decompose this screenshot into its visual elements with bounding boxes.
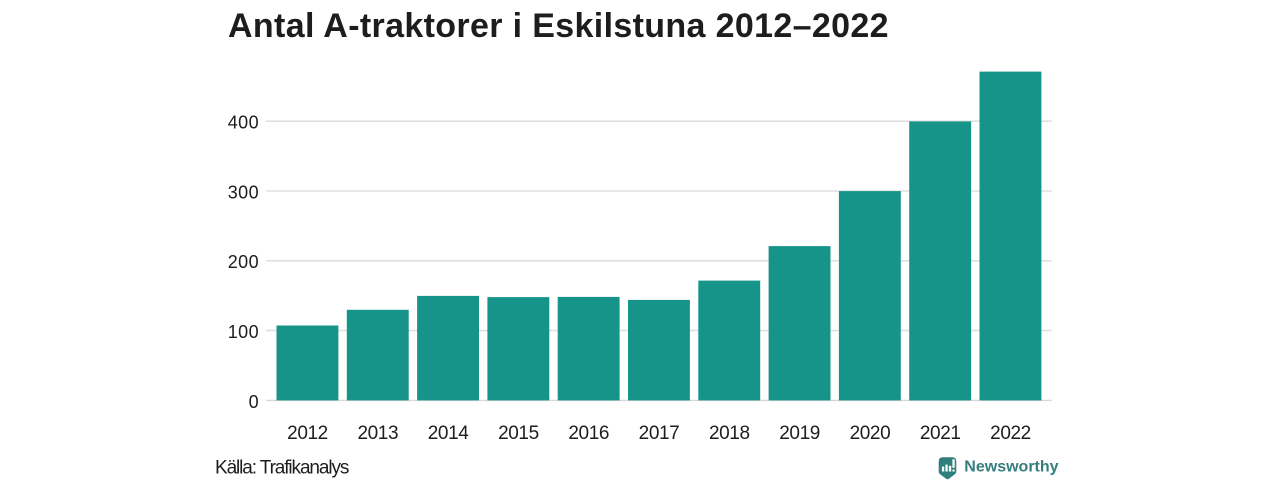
svg-text:2016: 2016	[568, 423, 609, 444]
svg-text:Antal A-traktorer i Eskilstuna: Antal A-traktorer i Eskilstuna 2012–2022	[228, 7, 889, 45]
svg-text:200: 200	[228, 252, 259, 272]
svg-text:2018: 2018	[709, 423, 750, 444]
svg-text:2022: 2022	[990, 423, 1031, 444]
svg-text:0: 0	[249, 392, 259, 412]
svg-text:2013: 2013	[357, 423, 398, 444]
svg-text:Källa: Trafikanalys: Källa: Trafikanalys	[215, 458, 349, 479]
svg-text:2020: 2020	[850, 423, 891, 444]
svg-text:100: 100	[228, 322, 259, 342]
svg-text:2014: 2014	[428, 423, 470, 444]
svg-text:Newsworthy: Newsworthy	[964, 458, 1058, 475]
svg-text:2015: 2015	[498, 423, 539, 444]
svg-text:400: 400	[228, 113, 259, 133]
svg-text:300: 300	[228, 182, 259, 202]
svg-text:2019: 2019	[779, 423, 820, 444]
svg-text:2012: 2012	[287, 423, 328, 444]
svg-text:2021: 2021	[920, 423, 961, 444]
svg-text:2017: 2017	[639, 423, 680, 444]
